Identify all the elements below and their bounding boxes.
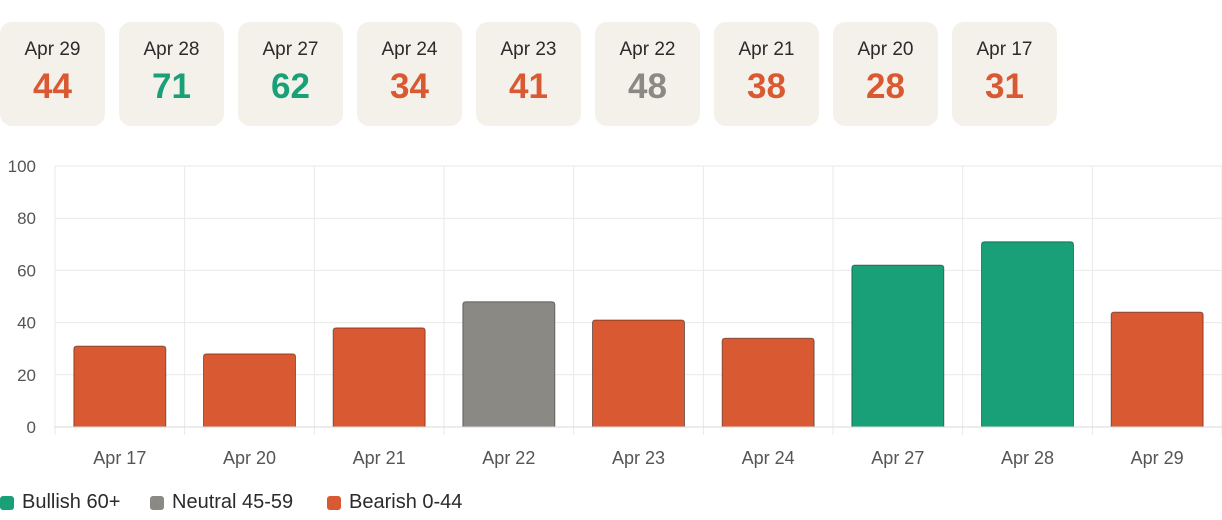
- score-card-date: Apr 20: [857, 39, 914, 60]
- bar: [592, 319, 685, 428]
- legend-label: Neutral 45-59: [172, 491, 294, 513]
- legend-swatch: [327, 496, 341, 510]
- x-tick-label: Apr 24: [742, 448, 795, 468]
- x-tick-label: Apr 20: [223, 448, 276, 468]
- score-card-date: Apr 23: [500, 39, 557, 60]
- score-card-value: 62: [271, 67, 310, 106]
- score-card-value: 44: [33, 67, 72, 106]
- score-card-date: Apr 22: [619, 39, 676, 60]
- bar: [462, 301, 556, 428]
- score-card: Apr 17 31: [952, 22, 1057, 126]
- bar: [721, 337, 815, 428]
- x-tick-label: Apr 28: [1001, 448, 1054, 468]
- score-card-date: Apr 21: [738, 39, 795, 60]
- bar: [203, 353, 296, 428]
- score-card-value: 41: [509, 67, 548, 106]
- score-card: Apr 20 28: [833, 22, 938, 126]
- sentiment-bar-chart: 0 20 40 60 80 100 Apr 17 Apr 20 Apr 21 Apr 22 Apr …: [8, 157, 1222, 468]
- y-tick-label: 20: [17, 366, 36, 385]
- legend-label: Bullish 60+: [22, 491, 121, 513]
- score-card-date: Apr 28: [143, 39, 200, 60]
- bar: [332, 327, 426, 428]
- bar: [851, 264, 945, 428]
- score-card-date: Apr 29: [24, 39, 81, 60]
- score-card: Apr 24 34: [357, 22, 462, 126]
- y-tick-label: 80: [17, 209, 36, 228]
- x-tick-label: Apr 27: [871, 448, 924, 468]
- x-tick-label: Apr 23: [612, 448, 665, 468]
- score-card-date: Apr 27: [262, 39, 319, 60]
- score-card: Apr 29 44: [0, 22, 105, 126]
- y-tick-label: 100: [8, 157, 36, 176]
- legend-swatch: [150, 496, 164, 510]
- x-tick-label: Apr 29: [1131, 448, 1184, 468]
- score-card-value: 71: [152, 67, 191, 106]
- score-card: Apr 21 38: [714, 22, 819, 126]
- bar: [981, 241, 1074, 428]
- score-card: Apr 28 71: [119, 22, 224, 126]
- score-card: Apr 27 62: [238, 22, 343, 126]
- legend-label: Bearish 0-44: [349, 491, 463, 513]
- score-card-value: 38: [747, 67, 786, 106]
- y-tick-label: 40: [17, 314, 36, 333]
- score-card-date: Apr 17: [976, 39, 1033, 60]
- score-card: Apr 22 48: [595, 22, 700, 126]
- score-card-value: 28: [866, 67, 905, 106]
- bar: [73, 345, 167, 428]
- score-card-value: 34: [390, 67, 429, 106]
- x-tick-label: Apr 21: [353, 448, 406, 468]
- bar: [1110, 311, 1204, 428]
- x-tick-label: Apr 17: [93, 448, 146, 468]
- y-tick-label: 60: [17, 261, 36, 280]
- score-card-date: Apr 24: [381, 39, 438, 60]
- x-tick-label: Apr 22: [482, 448, 535, 468]
- y-tick-label: 0: [27, 418, 36, 437]
- score-card-value: 31: [985, 67, 1024, 106]
- legend-swatch: [0, 496, 14, 510]
- score-card-value: 48: [628, 67, 667, 106]
- score-card: Apr 23 41: [476, 22, 581, 126]
